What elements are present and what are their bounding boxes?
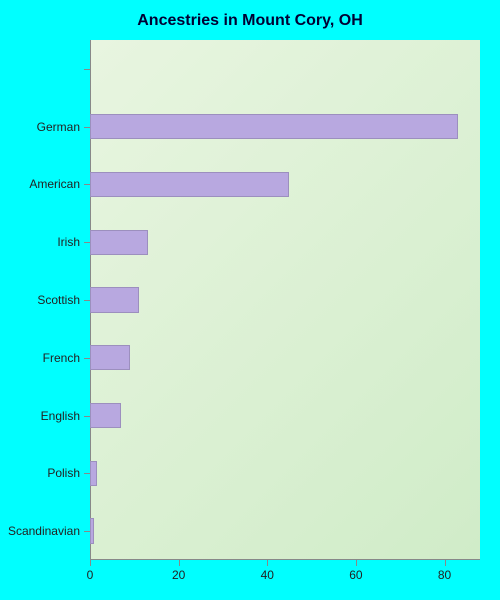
chart-title: Ancestries in Mount Cory, OH: [0, 12, 500, 30]
x-tick-label: 60: [349, 568, 362, 582]
bar: [90, 287, 139, 312]
bar: [90, 172, 289, 197]
category-label: French: [43, 351, 90, 365]
bar-row: [90, 403, 480, 428]
bar-row: [90, 114, 480, 139]
bar: [90, 518, 94, 543]
category-label: German: [37, 120, 90, 134]
category-label: Irish: [57, 235, 90, 249]
bar-row: [90, 172, 480, 197]
x-tick: [267, 560, 268, 566]
bar: [90, 230, 148, 255]
category-label: Polish: [47, 466, 90, 480]
bar-row: [90, 287, 480, 312]
bar-row: [90, 518, 480, 543]
bar: [90, 403, 121, 428]
bar: [90, 114, 458, 139]
x-tick: [445, 560, 446, 566]
bar-row: [90, 230, 480, 255]
category-label: Scottish: [37, 293, 90, 307]
x-tick-label: 20: [172, 568, 185, 582]
category-label: American: [29, 177, 90, 191]
x-tick-label: 0: [87, 568, 94, 582]
plot-area: 020406080GermanAmericanIrishScottishFren…: [90, 40, 480, 560]
category-label: English: [41, 409, 90, 423]
x-tick: [179, 560, 180, 566]
bar-row: [90, 461, 480, 486]
bar: [90, 345, 130, 370]
x-tick-label: 40: [261, 568, 274, 582]
x-tick: [90, 560, 91, 566]
category-label: Scandinavian: [8, 524, 90, 538]
bar: [90, 461, 97, 486]
x-tick-label: 80: [438, 568, 451, 582]
y-tick: [84, 69, 90, 70]
bar-row: [90, 345, 480, 370]
x-tick: [356, 560, 357, 566]
